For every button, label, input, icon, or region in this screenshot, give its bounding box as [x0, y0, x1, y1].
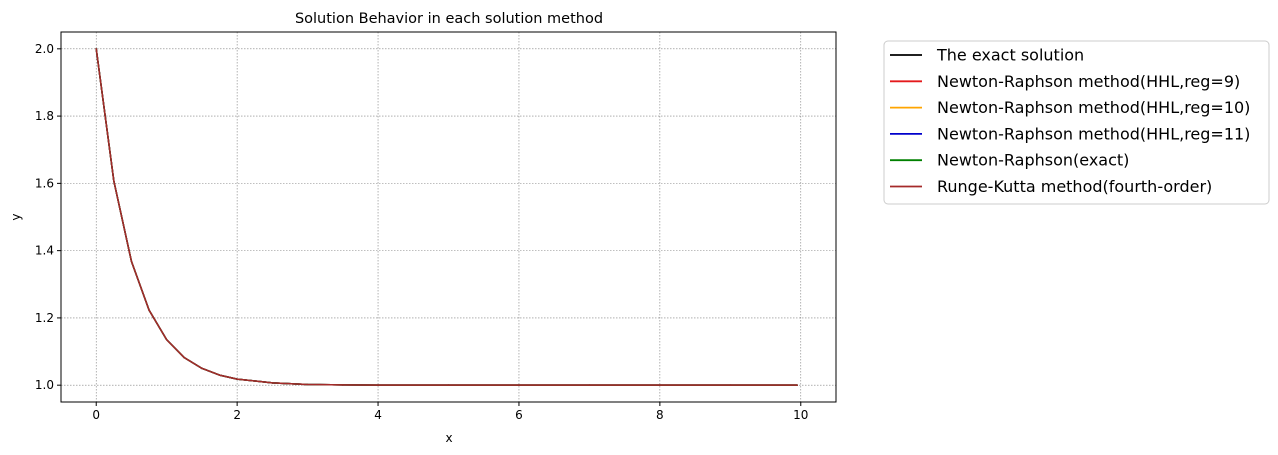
series-point-5 — [377, 384, 379, 386]
y-tick-label: 1.0 — [35, 378, 54, 392]
legend-label-1: Newton-Raphson method(HHL,reg=9) — [937, 72, 1240, 91]
x-tick-label: 8 — [656, 408, 664, 422]
series-point-5 — [218, 374, 221, 376]
grid — [61, 32, 836, 402]
legend: The exact solution Newton-Raphson method(… — [883, 40, 1270, 205]
series-point-5 — [659, 384, 661, 386]
series-layer — [95, 48, 798, 386]
chart-title: Solution Behavior in each solution metho… — [295, 11, 603, 27]
series-point-5 — [113, 180, 115, 182]
series-line-2 — [95, 48, 798, 386]
plot-frame — [60, 31, 837, 403]
series-line-1 — [95, 48, 798, 386]
y-tick-label: 1.8 — [35, 109, 54, 123]
series-line-5 — [95, 48, 798, 386]
legend-box — [883, 40, 1270, 205]
x-tick-label: 6 — [515, 408, 523, 422]
series-point-5 — [796, 384, 798, 386]
series-point-5 — [183, 356, 186, 359]
x-axis-label: x — [445, 431, 452, 445]
y-tick-label: 1.4 — [35, 244, 54, 258]
x-tick-label: 2 — [233, 408, 241, 422]
ticks: 0 2 4 6 8 10 1.0 1.2 1.4 1.6 1.8 2.0 — [35, 42, 809, 422]
series-line-0 — [95, 48, 798, 386]
x-tick-label: 10 — [793, 408, 808, 422]
series-point-5 — [148, 309, 150, 311]
y-tick-label: 1.2 — [35, 311, 54, 325]
series-point-5 — [236, 378, 238, 380]
series-line-4 — [95, 48, 798, 386]
series-point-5 — [306, 383, 309, 386]
series-line-3 — [95, 48, 798, 386]
y-tick-label: 1.6 — [35, 176, 54, 190]
series-point-5 — [729, 384, 732, 386]
legend-label-0: The exact solution — [936, 46, 1084, 65]
series-point-5 — [201, 367, 203, 370]
legend-label-5: Runge-Kutta method(fourth-order) — [937, 177, 1212, 196]
series-point-5 — [342, 384, 344, 386]
series-point-5 — [588, 384, 591, 386]
series-point-5 — [518, 384, 520, 386]
legend-label-2: Newton-Raphson method(HHL,reg=10) — [937, 98, 1250, 117]
series-point-5 — [165, 339, 168, 341]
y-tick-label: 2.0 — [35, 42, 54, 56]
legend-label-4: Newton-Raphson(exact) — [937, 151, 1129, 170]
x-tick-label: 0 — [92, 408, 100, 422]
series-point-5 — [447, 384, 450, 386]
legend-label-3: Newton-Raphson method(HHL,reg=11) — [937, 124, 1250, 143]
series-point-5 — [95, 48, 97, 50]
x-tick-label: 4 — [374, 408, 382, 422]
y-axis-label: y — [9, 213, 23, 220]
series-point-5 — [130, 260, 133, 263]
series-point-5 — [271, 382, 274, 384]
